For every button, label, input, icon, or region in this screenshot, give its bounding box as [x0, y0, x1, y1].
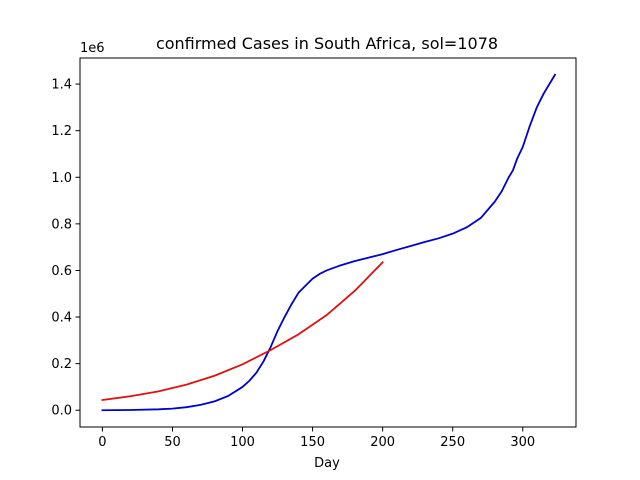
x-tick-label: 0	[98, 435, 106, 450]
y-tick-label: 0.2	[51, 357, 72, 372]
y-tick-label: 0.0	[51, 404, 72, 419]
plot-frame	[79, 57, 577, 428]
x-tick-label: 250	[440, 435, 465, 450]
x-tick-label: 50	[164, 435, 181, 450]
y-offset-label: 1e6	[80, 41, 105, 56]
y-tick-label: 0.6	[51, 264, 72, 279]
x-tick-label: 200	[370, 435, 395, 450]
y-tick-label: 0.4	[51, 311, 72, 326]
x-tick-label: 100	[230, 435, 255, 450]
x-tick-label: 150	[300, 435, 325, 450]
y-tick-label: 1.2	[51, 124, 72, 139]
plot-area: 0 50 100 150 200 250 300 0.0 0.2 0.4 0.6 0.8 1.0 1.2 1…	[51, 57, 577, 450]
y-tick-label: 0.8	[51, 217, 72, 232]
x-axis-label: Day	[314, 456, 340, 471]
y-tick-label: 1.0	[51, 171, 72, 186]
chart-title: confirmed Cases in South Africa, sol=107…	[156, 34, 498, 53]
x-tick-label: 300	[510, 435, 535, 450]
series-line-2	[101, 261, 384, 401]
series-line-1	[101, 73, 557, 412]
y-tick-label: 1.4	[51, 78, 72, 93]
